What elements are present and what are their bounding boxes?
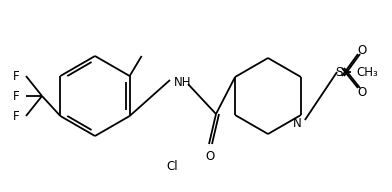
Text: CH₃: CH₃ [356, 65, 378, 79]
Text: NH: NH [174, 75, 192, 89]
Text: O: O [205, 151, 215, 164]
Text: F: F [13, 70, 20, 83]
Text: Cl: Cl [166, 160, 178, 172]
Text: N: N [292, 117, 301, 129]
Text: F: F [13, 89, 20, 103]
Text: S: S [335, 65, 343, 79]
Text: O: O [358, 44, 367, 56]
Text: F: F [13, 109, 20, 122]
Text: O: O [358, 85, 367, 98]
